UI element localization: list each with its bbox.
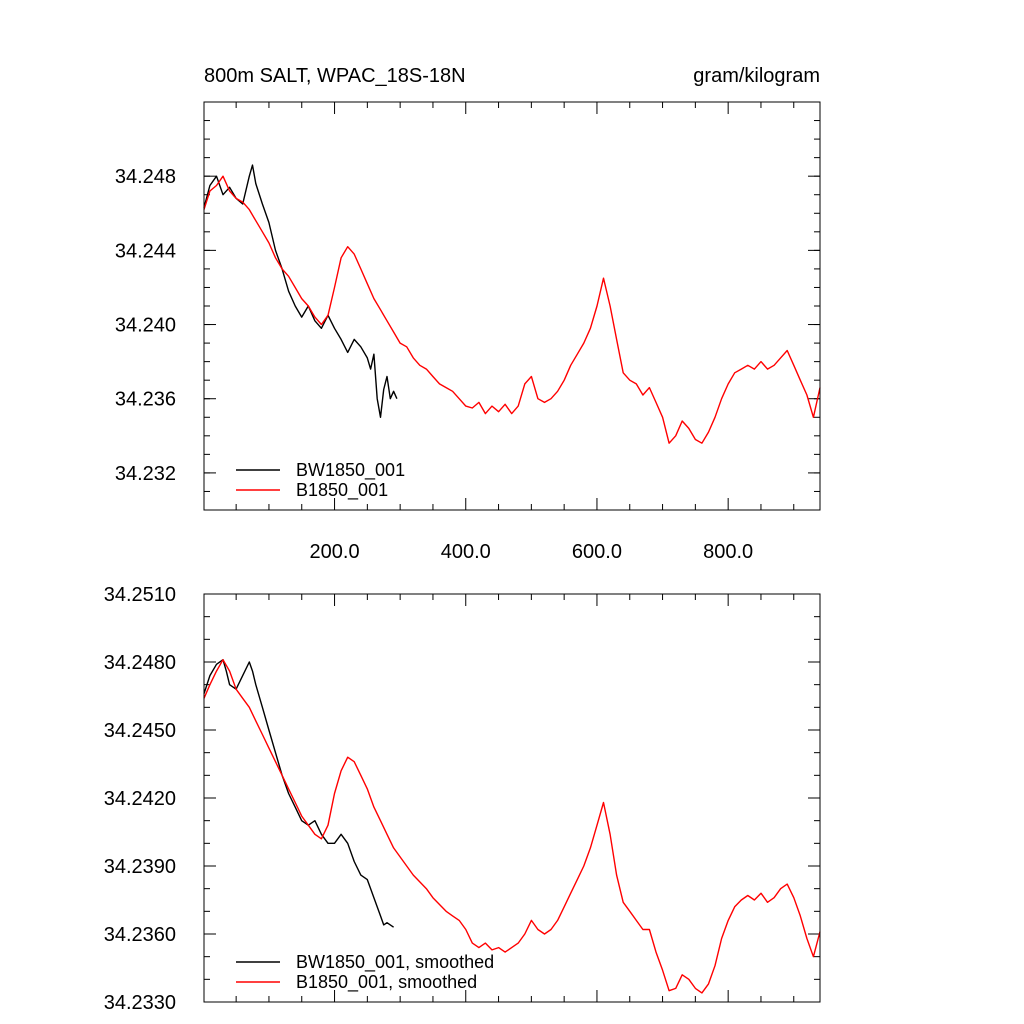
top-xtick-label: 800.0 bbox=[703, 541, 753, 563]
bottom-panel-frame bbox=[203, 593, 821, 1003]
top-ytick-label: 34.240 bbox=[115, 315, 176, 337]
top-panel-ticks: 200.0 400.0 600.0 800.0 34.232 34.236 34.240 34… bbox=[115, 101, 820, 563]
bottom-ytick-label: 34.2360 bbox=[104, 924, 176, 946]
top-series-line-1 bbox=[203, 175, 821, 444]
top-panel-title: 800m SALT, WPAC_18S-18N bbox=[204, 65, 466, 87]
top-panel-series bbox=[203, 164, 821, 444]
top-xtick-label: 200.0 bbox=[310, 541, 360, 563]
top-legend: BW1850_001 B1850_001 bbox=[236, 460, 405, 501]
top-series-line-0 bbox=[203, 164, 398, 418]
top-xtick-label: 600.0 bbox=[572, 541, 622, 563]
bottom-legend: BW1850_001, smoothed B1850_001, smoothed bbox=[236, 952, 494, 993]
bottom-ytick-label: 34.2510 bbox=[104, 584, 176, 606]
top-ytick-label: 34.244 bbox=[115, 240, 176, 262]
top-ytick-label: 34.236 bbox=[115, 389, 176, 411]
bottom-ytick-label: 34.2480 bbox=[104, 652, 176, 674]
top-panel-units: gram/kilogram bbox=[693, 65, 820, 87]
bottom-series-line-0 bbox=[203, 659, 394, 928]
bottom-panel-ticks: 34.2330 34.2360 34.2390 34.2420 34.2450 34.24… bbox=[104, 584, 820, 1014]
legend-label-b1850-smoothed: B1850_001, smoothed bbox=[296, 972, 477, 993]
bottom-ytick-label: 34.2390 bbox=[104, 856, 176, 878]
bottom-ytick-label: 34.2450 bbox=[104, 720, 176, 742]
top-ytick-label: 34.232 bbox=[115, 463, 176, 485]
legend-label-bw1850: BW1850_001 bbox=[296, 460, 405, 481]
bottom-panel-series bbox=[203, 659, 821, 994]
top-ytick-label: 34.248 bbox=[115, 166, 176, 188]
top-panel: 800m SALT, WPAC_18S-18N gram/kilogram 20… bbox=[115, 65, 821, 563]
bottom-ytick-label: 34.2420 bbox=[104, 788, 176, 810]
legend-label-b1850: B1850_001 bbox=[296, 480, 388, 501]
bottom-series-line-1 bbox=[203, 659, 821, 994]
legend-label-bw1850-smoothed: BW1850_001, smoothed bbox=[296, 952, 494, 973]
top-panel-frame bbox=[203, 101, 821, 511]
top-xtick-label: 400.0 bbox=[441, 541, 491, 563]
bottom-panel: 34.2330 34.2360 34.2390 34.2420 34.2450 34.24… bbox=[104, 584, 821, 1014]
bottom-ytick-label: 34.2330 bbox=[104, 992, 176, 1014]
